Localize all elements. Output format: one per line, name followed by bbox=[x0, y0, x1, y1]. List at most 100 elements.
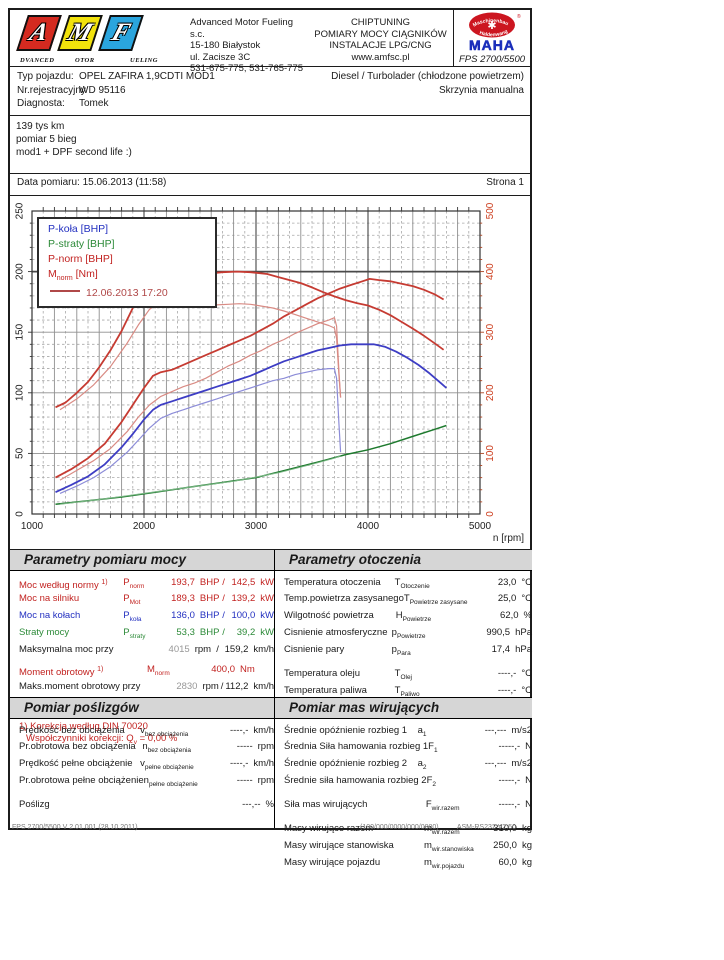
row-value: 62,0 bbox=[500, 610, 519, 622]
row-value: 400,0 bbox=[211, 664, 235, 676]
row-slash: / bbox=[222, 610, 225, 622]
row-symbol: a1 bbox=[417, 724, 427, 738]
table-row: Moment obrotowy 1) Mnorm 400,0 Nm bbox=[19, 663, 274, 680]
row-symbol-sub: wir.razem bbox=[431, 828, 460, 836]
row-symbol-sub: pełne obciążenie bbox=[148, 781, 198, 789]
amf-logo-letter: F bbox=[98, 15, 144, 51]
device-model: FPS 2700/5500 bbox=[458, 54, 526, 65]
table-row: Średnie opóźnienie rozbieg 1 a1 ---,--- m/s… bbox=[284, 724, 532, 741]
company-address: Advanced Motor Fueling s.c. 15-180 Białys… bbox=[186, 17, 308, 74]
table-row: Masy wirujące razem mwir.razem 310,0 kg bbox=[284, 822, 532, 839]
svg-text:100: 100 bbox=[15, 384, 26, 401]
table-row: Wilgotność powietrza HPowietrze 62,0% bbox=[284, 609, 532, 626]
row-symbol-sub: wir.razem bbox=[431, 804, 460, 812]
row-label: Cisnienie pary bbox=[284, 644, 345, 656]
footer-version: FPS 2700/5500 V 2.01.001 (28.10.2011) bbox=[12, 824, 138, 831]
row-value-2: 100,0 bbox=[231, 610, 256, 622]
row-slash: / bbox=[222, 593, 225, 605]
table-row: Średnie siła hamowania rozbieg 2 F2 -----,… bbox=[284, 774, 532, 791]
row-symbol: vpełne obciążenie bbox=[140, 758, 194, 772]
row-unit: Nm bbox=[240, 664, 255, 676]
rotating-mass-table: Średnie opóźnienie rozbieg 1 a1 ---,--- m/s… bbox=[274, 718, 532, 870]
table-row: Straty mocy Pstraty 53,3 BHP/ 39,2 kW bbox=[19, 626, 274, 643]
row-label: Siła mas wirujących bbox=[284, 799, 368, 811]
row-symbol-sub: 2 bbox=[422, 764, 427, 772]
row-symbol-sub: 2 bbox=[432, 781, 437, 789]
maha-logo-icon: Maschinenbau Haldenwang ✱ ® MAHA bbox=[469, 12, 521, 53]
svg-text:✱: ✱ bbox=[487, 20, 496, 32]
row-unit: m/s2 bbox=[511, 724, 532, 736]
row-symbol: TOlej bbox=[394, 667, 412, 681]
power-table: Moc według normy 1) Pnorm 193,7 BHP/142,5 kW… bbox=[10, 571, 274, 747]
row-symbol-sub: straty bbox=[129, 633, 146, 641]
table-row: Masy wirujące pojazdu mwir.pojazdu 60,0 kg bbox=[284, 856, 532, 873]
maha-wordmark: MAHA bbox=[469, 37, 515, 52]
svg-text:5000: 5000 bbox=[469, 521, 492, 532]
row-slash: / bbox=[222, 576, 225, 588]
row-label: Średnie opóźnienie rozbieg 2 bbox=[284, 758, 408, 770]
svg-text:500: 500 bbox=[485, 202, 496, 219]
row-label: Temperatura oleju bbox=[284, 667, 361, 679]
vehicle-label: Nr.rejestracyjny bbox=[17, 84, 86, 96]
comment-line: pomiar 5 bieg bbox=[16, 133, 77, 145]
row-symbol-sub: Paliwo bbox=[400, 690, 420, 698]
row-unit: kg bbox=[521, 822, 532, 834]
row-slash: / bbox=[216, 644, 219, 656]
service-line: CHIPTUNING bbox=[350, 17, 411, 28]
svg-text:2000: 2000 bbox=[133, 521, 156, 532]
row-symbol: mwir.razem bbox=[423, 822, 460, 836]
row-symbol-sub: Powietrze zasysane bbox=[409, 599, 468, 607]
row-footnote-mark: 1) bbox=[101, 578, 108, 586]
row-value-2: 112,2 bbox=[225, 680, 249, 692]
table-row: Moc na silniku PMot 189,3 BHP/ 139,2 kW bbox=[19, 592, 274, 609]
row-label: Wilgotność powietrza bbox=[284, 610, 374, 622]
legend-item: Mnorm [Nm] bbox=[48, 267, 98, 282]
svg-text:1000: 1000 bbox=[21, 521, 44, 532]
svg-text:n [rpm]: n [rpm] bbox=[493, 533, 524, 544]
row-label: Cisnienie atmosferyczne bbox=[284, 627, 388, 639]
legend-item: P-straty [BHP] bbox=[48, 237, 115, 250]
table-row: Średnie opóźnienie rozbieg 2 a2 ---,--- m/s… bbox=[284, 757, 532, 774]
row-value: 136,0 bbox=[171, 610, 195, 622]
svg-text:200: 200 bbox=[485, 384, 496, 401]
row-symbol-sub: 1 bbox=[433, 747, 438, 755]
row-value: ---,-- bbox=[242, 799, 261, 811]
table-row: Maks.moment obrotowy przy 2830 rpm/112,2 km… bbox=[19, 680, 274, 693]
row-unit-2: kW bbox=[260, 610, 274, 622]
company-line: 531-675-775, 531-765-775 bbox=[190, 63, 304, 74]
row-unit-2: km/h bbox=[253, 680, 274, 692]
row-value: 189,3 bbox=[171, 593, 195, 605]
row-value: -----,- bbox=[498, 799, 521, 811]
row-value: 4015 bbox=[168, 644, 190, 656]
row-label: Straty mocy bbox=[19, 627, 70, 639]
correction-note-1: 1) Korekcja według DIN 70020 bbox=[19, 720, 148, 732]
row-symbol: nbez obciążenia bbox=[142, 741, 192, 755]
service-line: POMIARY MOCY CIĄGNIKÓW bbox=[314, 28, 447, 40]
section-title-power: Parametry pomiaru mocy bbox=[10, 549, 274, 571]
row-symbol-sub: Para bbox=[396, 649, 411, 657]
svg-text:0: 0 bbox=[485, 510, 496, 516]
svg-text:150: 150 bbox=[15, 323, 26, 340]
amf-logo-letter: A bbox=[16, 15, 62, 51]
legend-item: P-koła [BHP] bbox=[48, 222, 109, 235]
table-row: Cisnienie pary pPara 17,4 hPa bbox=[284, 643, 532, 660]
row-unit: rpm bbox=[194, 644, 212, 656]
row-unit-2: kW bbox=[260, 593, 274, 605]
row-label: Prędkość bez obciążenia bbox=[19, 724, 125, 736]
footer-code: (100/000/0000/000/0000) bbox=[360, 824, 439, 831]
row-unit: °C bbox=[521, 684, 532, 696]
row-symbol: F2 bbox=[426, 775, 437, 789]
row-value-2: 142,5 bbox=[231, 576, 256, 588]
row-symbol: mwir.stanowiska bbox=[423, 839, 474, 853]
row-unit: kg bbox=[521, 856, 532, 868]
row-unit: hPa bbox=[515, 627, 532, 639]
svg-text:250: 250 bbox=[15, 202, 26, 219]
correction-note-2: Współczynniki korekcji: Qv = 0,00 % bbox=[26, 733, 178, 747]
row-slash: / bbox=[222, 627, 225, 639]
row-label: Moment obrotowy 1) bbox=[19, 666, 104, 679]
row-label: Temperatura paliwa bbox=[284, 684, 367, 696]
row-unit: m/s2 bbox=[511, 758, 532, 770]
vehicle-spec: Diesel / Turbolader (chłodzone powietrze… bbox=[331, 71, 524, 82]
